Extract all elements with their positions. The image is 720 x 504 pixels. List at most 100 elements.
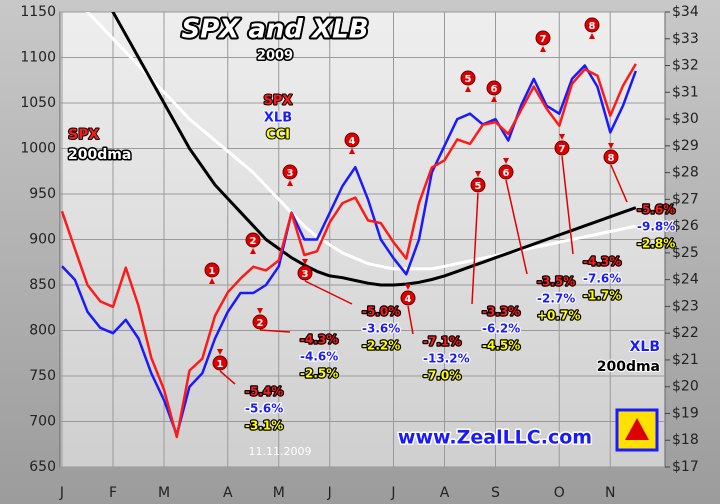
x-tick-label: F: [109, 485, 117, 501]
website: www.ZealLLC.com: [398, 427, 592, 449]
marker-arrow: [250, 248, 256, 254]
y2-tick-label: $27: [672, 191, 699, 207]
series-line: [85, 12, 637, 271]
y2-tick-label: $32: [672, 58, 699, 74]
marker-circle: [603, 149, 619, 165]
marker-arrow: [349, 148, 355, 154]
left-legend-dma: 200dma: [68, 147, 131, 163]
x-tick-label: J: [327, 485, 332, 501]
marker-circle: [470, 177, 486, 193]
series-line: [60, 63, 637, 439]
y2-tick-label: $21: [672, 352, 699, 368]
callout-spx: -3.3%: [482, 305, 520, 319]
callout-cci: -2.8%: [637, 237, 675, 251]
x-tick-label: J: [390, 485, 395, 501]
marker-circle: [400, 290, 416, 306]
y-tick-label: 1100: [20, 50, 56, 66]
marker-arrow: [287, 180, 293, 186]
x-tick-label: J: [59, 485, 64, 501]
subtitle: 2009: [257, 49, 293, 64]
marker-arrow: [589, 33, 595, 39]
marker-circle: [554, 140, 570, 156]
callout-xlb: -2.7%: [537, 292, 575, 306]
y2-tick-label: $31: [672, 84, 699, 100]
y-tick-label: 1000: [20, 141, 56, 157]
marker-number: 6: [503, 168, 510, 179]
callout-leader: [505, 179, 528, 275]
marker-circle: [584, 17, 600, 33]
y2-tick-label: $34: [672, 4, 699, 20]
y-tick-label: 1150: [20, 4, 56, 20]
marker-arrow: [209, 278, 215, 284]
callout-leader: [219, 370, 236, 385]
y-tick-label: 900: [29, 232, 56, 248]
marker-number: 3: [287, 168, 294, 179]
marker-number: 6: [491, 84, 498, 95]
callout-cci: -4.5%: [482, 339, 520, 353]
marker-number: 8: [608, 153, 615, 164]
x-tick-label: M: [158, 485, 170, 501]
marker-circle: [204, 262, 220, 278]
callout-xlb: -9.8%: [637, 220, 675, 234]
callout-leader: [471, 192, 479, 305]
marker-number: 3: [302, 269, 309, 280]
y-tick-label: 700: [29, 414, 56, 430]
y2-tick-label: $23: [672, 298, 699, 314]
y-tick-label: 800: [29, 323, 56, 339]
callout-xlb: -13.2%: [423, 352, 470, 366]
right-legend-dma: 200dma: [597, 359, 660, 375]
marker-circle: [498, 164, 514, 180]
marker-circle: [486, 80, 502, 96]
marker-circle: [344, 132, 360, 148]
legend-xlb: XLB: [264, 111, 292, 126]
y2-tick-label: $29: [672, 138, 699, 154]
x-tick-label: N: [605, 485, 615, 501]
callout-cci: -3.1%: [245, 419, 283, 433]
callout-xlb: -6.2%: [482, 322, 520, 336]
marker-number: 8: [589, 21, 596, 32]
marker-arrow: [559, 134, 565, 140]
chart-title: SPX and XLB: [181, 15, 368, 45]
callout-cci: -1.7%: [583, 289, 621, 303]
y2-tick-label: $30: [672, 111, 699, 127]
marker-arrow: [503, 158, 509, 164]
callout-leader: [610, 164, 628, 203]
right-legend-xlb: XLB: [630, 339, 660, 355]
callout-xlb: -7.6%: [583, 272, 621, 286]
marker-number: 7: [540, 34, 547, 45]
marker-number: 4: [405, 294, 412, 305]
marker-number: 1: [209, 266, 216, 277]
marker-circle: [212, 355, 228, 371]
marker-circle: [535, 30, 551, 46]
marker-number: 1: [217, 359, 224, 370]
callout-leader: [561, 155, 574, 255]
x-tick-label: A: [440, 485, 450, 501]
marker-arrow: [302, 259, 308, 265]
y2-tick-label: $26: [672, 218, 699, 234]
marker-circle: [297, 265, 313, 281]
callout-spx: -4.3%: [300, 333, 338, 347]
y2-tick-label: $17: [672, 459, 699, 475]
marker-number: 5: [465, 74, 472, 85]
y2-tick-label: $24: [672, 272, 699, 288]
marker-arrow: [465, 86, 471, 92]
marker-number: 2: [250, 236, 257, 247]
marker-arrow: [257, 308, 263, 314]
callout-spx: -7.1%: [423, 335, 461, 349]
y-tick-label: 750: [29, 368, 56, 384]
callout-xlb: -4.6%: [300, 350, 338, 364]
marker-arrow: [217, 349, 223, 355]
callout-cci: -2.2%: [362, 339, 400, 353]
x-tick-label: M: [273, 485, 285, 501]
x-tick-label: A: [223, 485, 233, 501]
y-tick-label: 1050: [20, 95, 56, 111]
y2-tick-label: $20: [672, 379, 699, 395]
date: 11.11.2009: [249, 445, 312, 458]
callout-spx: -5.4%: [245, 385, 283, 399]
marker-number: 2: [257, 318, 264, 329]
x-tick-label: S: [491, 485, 500, 501]
series-line: [111, 12, 637, 287]
logo-mark: [625, 418, 649, 440]
y-tick-label: 650: [29, 459, 56, 475]
